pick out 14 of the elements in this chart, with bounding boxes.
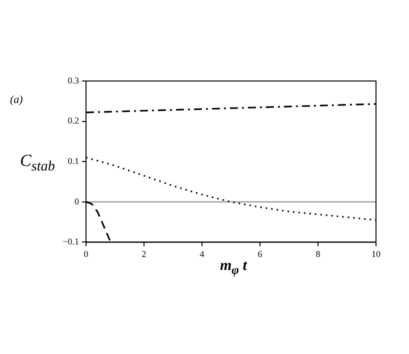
text: (a) [10, 94, 23, 106]
x-tick-label: 8 [316, 248, 321, 259]
x-tick-label: 0 [84, 248, 89, 259]
x-tick-label: 2 [142, 248, 146, 259]
x-tick-label: 4 [200, 248, 205, 259]
y-axis-title: C$_{stab}$ [20, 151, 55, 176]
y-tick-label: 0.3 [68, 75, 80, 86]
x-tick-label: 10 [372, 248, 381, 259]
x-axis-title: m$_{φ}$ t [220, 258, 247, 278]
y-tick-label: 0.1 [68, 156, 79, 166]
y-tick-label: 0 [74, 196, 80, 206]
y-tick-label: −0.1 [62, 236, 79, 247]
x-tick-label: 6 [258, 248, 263, 259]
y-tick-label: 0.2 [68, 116, 79, 126]
